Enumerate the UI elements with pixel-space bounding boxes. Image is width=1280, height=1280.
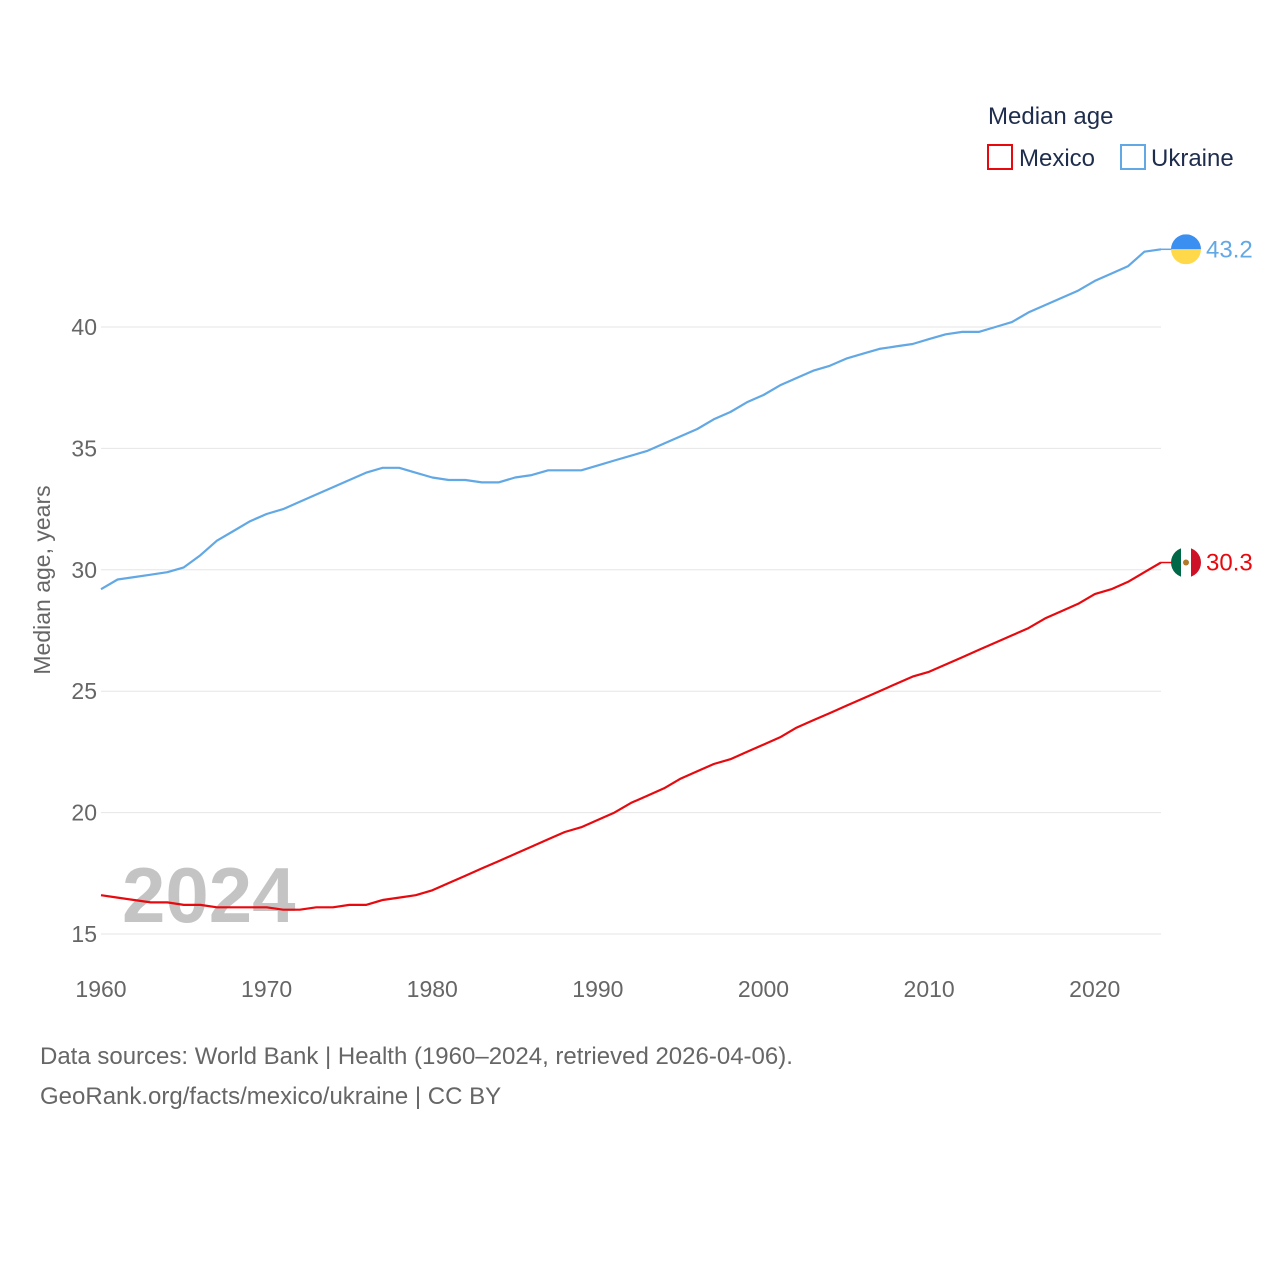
legend-swatch-mexico	[987, 144, 1013, 170]
x-tick-label: 2020	[1069, 976, 1120, 1002]
mexico-flag-icon	[1171, 547, 1201, 578]
x-tick-label: 1980	[407, 976, 458, 1002]
end-value-label-mexico: 30.3	[1206, 550, 1253, 577]
x-tick-label: 2000	[738, 976, 789, 1002]
series-line-mexico	[100, 561, 1162, 911]
ukraine-flag-icon	[1171, 234, 1201, 265]
year-watermark: 2024	[122, 851, 296, 939]
end-value-label-ukraine: 43.2	[1206, 236, 1253, 263]
y-axis-ticks: 15 20 25 30 35 40	[71, 314, 97, 947]
y-tick-label: 25	[71, 678, 97, 704]
series-line-ukraine	[100, 248, 1162, 591]
x-tick-label: 1970	[241, 976, 292, 1002]
x-tick-label: 1990	[572, 976, 623, 1002]
series-lines	[100, 248, 1162, 911]
x-tick-label: 1960	[75, 976, 126, 1002]
x-tick-label: 2010	[904, 976, 955, 1002]
legend: Median age Mexico Ukraine	[987, 103, 1234, 172]
footer-sources: Data sources: World Bank | Health (1960–…	[40, 1043, 793, 1070]
footer-credit: GeoRank.org/facts/mexico/ukraine | CC BY	[40, 1083, 502, 1110]
y-axis-label: Median age, years	[29, 485, 55, 674]
legend-label-ukraine: Ukraine	[1151, 145, 1234, 172]
legend-swatch-ukraine	[1120, 144, 1146, 170]
y-tick-label: 35	[71, 435, 97, 461]
legend-title: Median age	[988, 103, 1113, 130]
y-tick-label: 40	[71, 314, 97, 340]
y-tick-label: 20	[71, 800, 97, 826]
legend-label-mexico: Mexico	[1019, 145, 1095, 172]
y-tick-label: 15	[71, 921, 97, 947]
end-markers: 30.3 43.2	[1161, 234, 1253, 578]
x-axis-ticks: 1960 1970 1980 1990 2000 2010 2020	[75, 976, 1120, 1002]
y-tick-label: 30	[71, 557, 97, 583]
gridlines	[101, 326, 1161, 935]
